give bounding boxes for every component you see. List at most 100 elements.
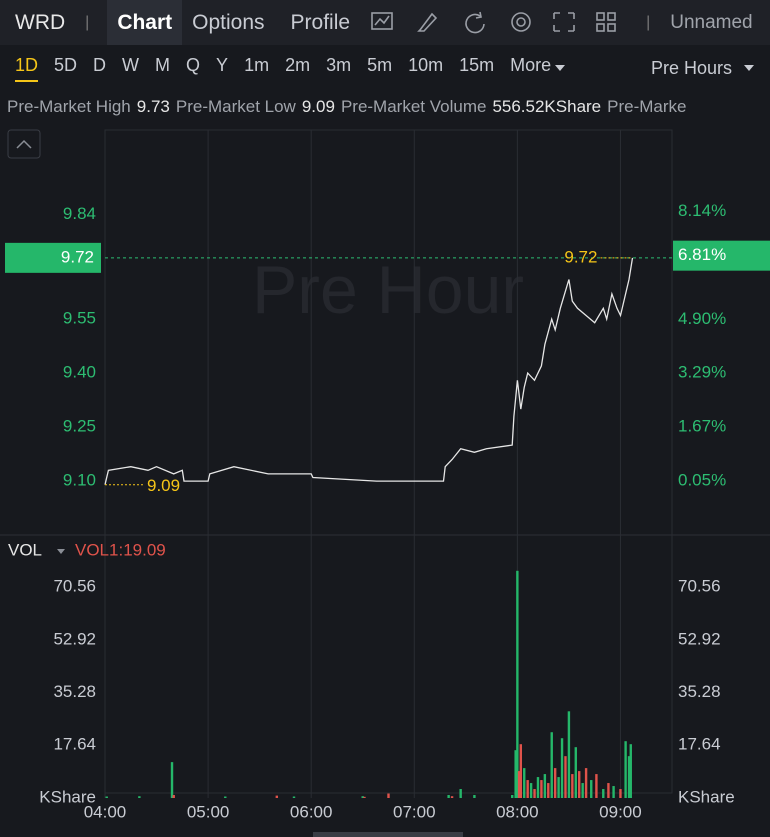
volume-bar — [450, 796, 454, 798]
x-tick-label: 05:00 — [187, 802, 230, 821]
volume-bar — [172, 795, 175, 798]
volume-bar — [511, 795, 514, 798]
volume-bar — [536, 777, 540, 798]
volume-bar — [447, 795, 450, 798]
stat-label: Pre-Market High — [7, 97, 131, 116]
interval-bar: 1D 5D D W M Q Y 1m 2m 3m 5m 10m 15m More Pre Hours — [0, 46, 770, 90]
x-tick-label: 08:00 — [496, 802, 539, 821]
plot-frame — [104, 129, 673, 794]
stat-label: Pre-Marke — [607, 97, 687, 116]
watermark: Pre Hour — [252, 252, 524, 328]
volume-bar — [516, 570, 519, 798]
volume-bar — [523, 768, 526, 798]
unit-label: KShare — [39, 787, 96, 806]
volume-bar — [550, 732, 553, 798]
volume-bar — [473, 795, 476, 798]
scrollbar[interactable] — [313, 832, 463, 837]
volume-bar — [571, 774, 574, 798]
x-tick-label: 04:00 — [84, 802, 127, 821]
volume-bar — [543, 774, 547, 798]
stat-value: 556.52KShare — [492, 97, 602, 116]
y-tick-label: 70.56 — [53, 577, 96, 596]
volume-bar — [529, 783, 533, 798]
icon-indicator[interactable] — [371, 12, 393, 30]
volume-bar — [553, 768, 557, 798]
volume-bar — [619, 789, 622, 798]
volume-bar — [547, 783, 550, 798]
volume-bar — [361, 796, 364, 798]
y-tick-label: 9.84 — [63, 204, 96, 223]
indicator-name: VOL — [8, 540, 42, 559]
icon-draw[interactable] — [417, 12, 438, 32]
icon-fullscreen[interactable] — [553, 12, 575, 32]
volume-bar — [602, 789, 605, 798]
tab[interactable]: Profile — [290, 11, 351, 34]
last-price-annotation: 9.72 — [564, 247, 597, 266]
interval[interactable]: Y — [216, 54, 229, 75]
last-change-label: 6.81% — [678, 245, 726, 264]
icon-layout[interactable] — [596, 12, 605, 21]
interval[interactable]: 3m — [326, 54, 352, 75]
volume-bar — [607, 783, 610, 798]
interval[interactable]: More — [510, 54, 552, 75]
volume-bar — [363, 796, 366, 798]
y2-tick-label: 4.90% — [678, 309, 726, 328]
interval[interactable]: 15m — [459, 54, 495, 75]
collapse-button[interactable] — [7, 129, 41, 159]
volume-bar — [105, 796, 108, 798]
symbol[interactable]: WRD — [15, 10, 66, 34]
volume-bar — [526, 780, 529, 798]
y-tick-label: 9.55 — [63, 309, 96, 328]
interval[interactable]: 2m — [285, 54, 311, 75]
interval[interactable]: D — [93, 54, 107, 75]
volume-bar — [595, 774, 598, 798]
stats-bar: Pre-Market High 9.73 Pre-Market Low 9.09 Pre… — [0, 93, 770, 121]
interval[interactable]: 5m — [367, 54, 393, 75]
volume-bar — [590, 780, 593, 798]
x-tick-label: 09:00 — [599, 802, 642, 821]
volume-bar — [627, 756, 631, 798]
collapse-icon — [16, 139, 32, 149]
volume-bar — [560, 738, 564, 798]
y2-tick-label: 17.64 — [678, 735, 721, 754]
dropdown-arrow[interactable] — [555, 65, 566, 71]
y-tick-label: 52.92 — [53, 629, 96, 648]
y-tick-label: 9.10 — [63, 471, 96, 490]
x-tick-label: 07:00 — [393, 802, 436, 821]
separator: | — [646, 13, 651, 31]
y2-tick-label: 0.05% — [678, 470, 726, 489]
dropdown-arrow[interactable] — [744, 65, 754, 71]
y2-tick-label: 70.56 — [678, 577, 721, 596]
stat-label: Pre-Market Volume — [340, 97, 487, 116]
icon-settings[interactable] — [516, 17, 526, 27]
volume-bar — [275, 795, 279, 798]
price-line — [104, 257, 634, 485]
toolbar-icons — [371, 11, 616, 34]
icon-refresh[interactable] — [465, 11, 485, 34]
top-nav: WRD | Chart Options Profile | Unnamed — [0, 0, 770, 45]
y2-tick-label: 35.28 — [678, 682, 721, 701]
volume-bar — [540, 780, 543, 798]
volume-bar — [138, 796, 141, 798]
interval[interactable]: W — [122, 54, 140, 75]
y-tick-label: 9.25 — [63, 417, 96, 436]
interval[interactable]: 1m — [244, 54, 270, 75]
layout-name[interactable]: Unnamed — [670, 11, 753, 33]
session[interactable]: Pre Hours — [650, 57, 732, 78]
tab[interactable]: Options — [192, 11, 265, 34]
y2-tick-label: 1.67% — [678, 416, 726, 435]
stat-value: 9.09 — [301, 97, 335, 116]
volume-bar — [533, 789, 536, 798]
interval[interactable]: 5D — [54, 54, 78, 75]
volume-bar — [514, 750, 517, 798]
interval[interactable]: 1D — [15, 55, 39, 82]
volume-bar — [612, 786, 615, 798]
indicator-dropdown — [57, 549, 65, 554]
tab[interactable]: Chart — [107, 0, 183, 45]
y-tick-label: 17.64 — [53, 735, 96, 754]
interval[interactable]: Q — [186, 54, 201, 75]
interval[interactable]: M — [155, 54, 171, 75]
volume-bar — [581, 783, 584, 798]
interval[interactable]: 10m — [408, 54, 444, 75]
